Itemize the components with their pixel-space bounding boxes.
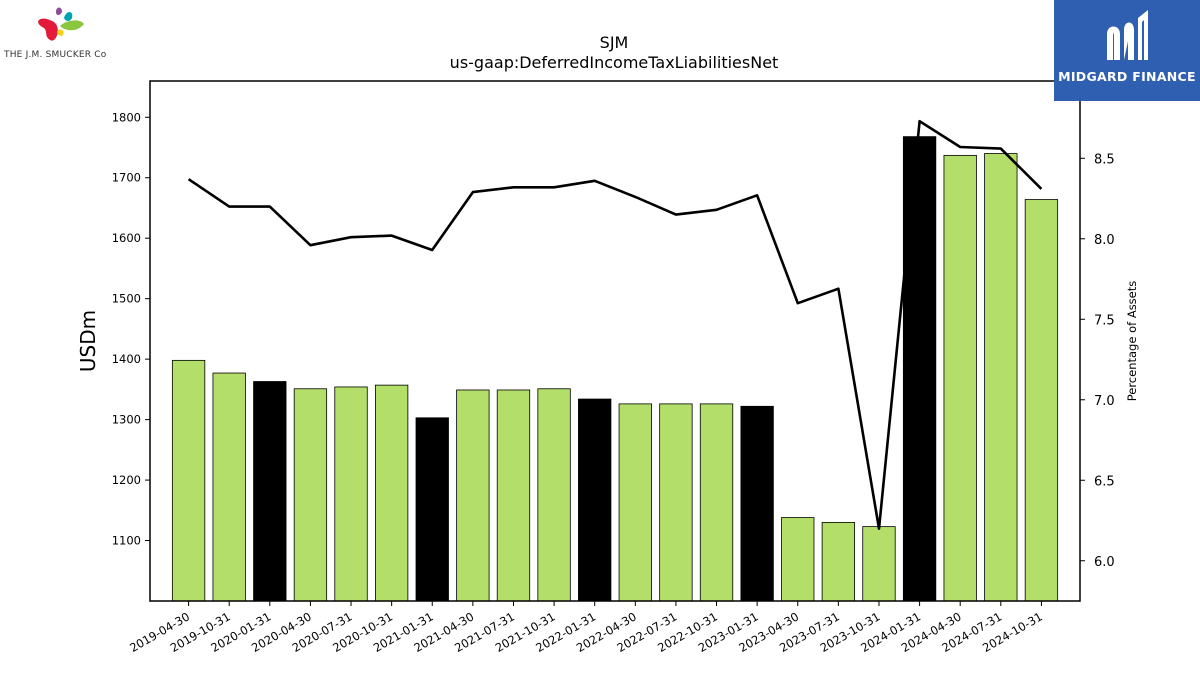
y-axis-right-label: Percentage of Assets [1125,281,1139,402]
bar [253,381,287,602]
bars-layer [171,136,1059,602]
bar [984,153,1018,602]
plot-frame [149,80,1081,602]
y-tick-label: 1400 [112,352,141,366]
bar [699,403,734,602]
bar [171,359,206,602]
midgard-wordmark: MIDGARD FINANCE [1058,69,1196,84]
bar [902,136,937,602]
bar [862,526,896,602]
y-right-tick-label: 7.5 [1094,313,1115,328]
chart-subtitle: us-gaap:DeferredIncomeTaxLiabilitiesNet [450,53,779,72]
y-right-tick-label: 8.0 [1094,233,1115,248]
y-tick-label: 1800 [112,110,141,124]
bar [415,417,449,602]
smucker-logo: THE J.M. SMUCKER Co [4,4,120,62]
bar [821,521,856,602]
y-tick-label: 1300 [112,413,141,427]
bar [456,389,490,602]
y-tick-label: 1200 [112,473,141,487]
bar [659,403,693,602]
y-right-tick-label: 6.5 [1094,474,1115,489]
bar [618,403,652,602]
bar [212,372,246,602]
midgard-logo: MIDGARD FINANCE [1054,0,1200,101]
bar [1024,199,1059,602]
bar [781,517,815,602]
y-tick-label: 1100 [112,534,141,548]
smucker-wordmark: THE J.M. SMUCKER Co [4,50,107,60]
bar [943,154,977,602]
bar [578,398,612,602]
bar [334,386,368,602]
bar [740,405,774,602]
y-tick-label: 1700 [112,171,141,185]
line-layer [187,119,1043,530]
y-right-tick-label: 6.0 [1094,555,1115,570]
y-axis-label: USDm [76,310,100,372]
y-tick-label: 1600 [112,231,141,245]
series-line [187,119,1043,530]
bar [293,388,328,602]
bar [537,388,571,602]
bar [374,384,409,602]
fruit-logo-icon [38,7,84,41]
chart-title: SJM [600,33,629,52]
midgard-m-icon [1107,10,1148,60]
y-right-tick-label: 8.5 [1094,152,1115,167]
bar [496,389,531,602]
y-right-tick-label: 7.0 [1094,394,1115,409]
y-tick-label: 1500 [112,292,141,306]
